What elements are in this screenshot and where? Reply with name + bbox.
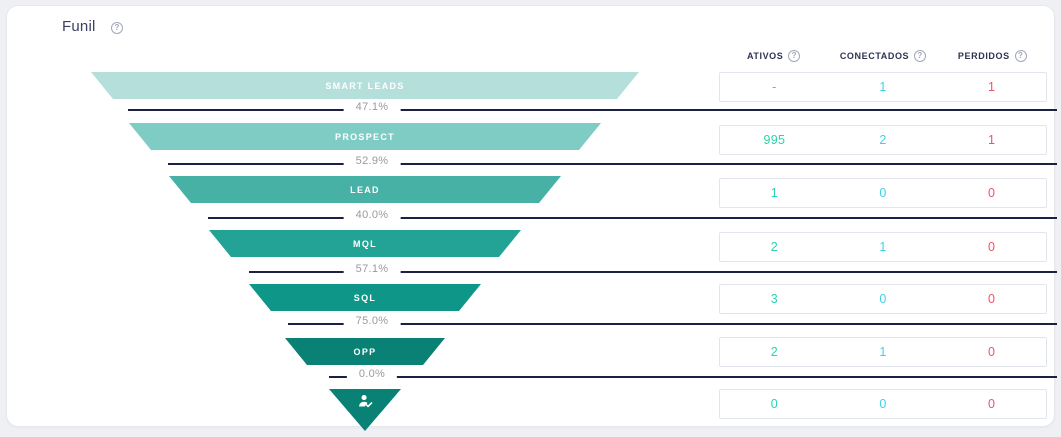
funnel-stage-label: MQL (353, 238, 377, 249)
table-row: - 1 1 (719, 72, 1047, 102)
perdidos-value: 0 (988, 240, 996, 254)
separator-line (168, 163, 1057, 165)
column-header-label: CONECTADOS (839, 51, 910, 61)
separator-line (128, 109, 1057, 111)
ativos-value: 2 (770, 240, 778, 254)
conectados-value: 1 (879, 240, 887, 254)
table-column-headers: ATIVOS ? CONECTADOS ? PERDIDOS ? (719, 50, 1047, 62)
conectados-value: 1 (879, 80, 887, 94)
funnel-stage-label: OPP (353, 346, 377, 357)
conversion-pct: 47.1% (343, 101, 401, 113)
funnel-card: Funil ? ATIVOS ? CONECTADOS ? PERDIDOS ?… (6, 5, 1057, 431)
funnel-stage-prospect: PROSPECT (129, 123, 601, 150)
column-header-ativos: ATIVOS ? (719, 50, 828, 62)
separator-line (208, 217, 1057, 219)
conectados-value: 0 (879, 397, 887, 411)
person-check-icon (358, 395, 372, 408)
conversion-pct: 57.1% (343, 263, 401, 275)
separator-line (249, 271, 1057, 273)
funnel-stage-mql: MQL (209, 230, 521, 257)
funnel-stage-label: LEAD (350, 184, 380, 195)
perdidos-value: 0 (988, 292, 996, 306)
conversion-pct: 0.0% (346, 368, 398, 380)
funnel-stage-lead: LEAD (169, 176, 561, 203)
column-header-perdidos: PERDIDOS ? (938, 50, 1047, 62)
funnel-stage-smart-leads: SMART LEADS (91, 72, 639, 99)
separator-line (329, 376, 1057, 378)
ativos-help-icon[interactable]: ? (788, 50, 801, 62)
conectados-value: 0 (879, 186, 887, 200)
perdidos-value: 1 (988, 80, 996, 94)
funnel-stage-label: SQL (353, 292, 377, 303)
funnel-stage-opp: OPP (285, 338, 445, 365)
conectados-help-icon[interactable]: ? (914, 50, 927, 62)
conversion-pct: 40.0% (343, 209, 401, 221)
conectados-value: 0 (879, 292, 887, 306)
column-header-label: PERDIDOS (957, 51, 1010, 61)
funnel-stage-label: SMART LEADS (325, 80, 405, 91)
conversion-pct: 75.0% (343, 315, 401, 327)
funnel-stage-sql: SQL (249, 284, 481, 311)
ativos-value: 0 (770, 397, 778, 411)
conversion-pct: 52.9% (343, 155, 401, 167)
ativos-value: 2 (770, 345, 778, 359)
perdidos-help-icon[interactable]: ? (1014, 50, 1027, 62)
perdidos-value: 0 (988, 345, 996, 359)
funnel-stage-label: PROSPECT (335, 131, 395, 142)
perdidos-value: 0 (988, 186, 996, 200)
column-header-label: ATIVOS (746, 51, 784, 61)
table-row: 2 1 0 (719, 337, 1047, 367)
perdidos-value: 1 (988, 133, 996, 147)
conectados-value: 1 (879, 345, 887, 359)
title-help-icon[interactable]: ? (111, 22, 123, 34)
ativos-value: 1 (770, 186, 778, 200)
column-header-conectados: CONECTADOS ? (828, 50, 937, 62)
ativos-value: - (772, 80, 777, 94)
table-row: 1 0 0 (719, 178, 1047, 208)
ativos-value: 995 (763, 133, 786, 147)
table-row: 2 1 0 (719, 232, 1047, 262)
table-row: 3 0 0 (719, 284, 1047, 314)
table-row: 0 0 0 (719, 389, 1047, 419)
table-row: 995 2 1 (719, 125, 1047, 155)
page-title: Funil (62, 18, 96, 35)
perdidos-value: 0 (988, 397, 996, 411)
conectados-value: 2 (879, 133, 887, 147)
ativos-value: 3 (770, 292, 778, 306)
separator-line (288, 323, 1057, 325)
funnel-stage-won (329, 389, 401, 431)
